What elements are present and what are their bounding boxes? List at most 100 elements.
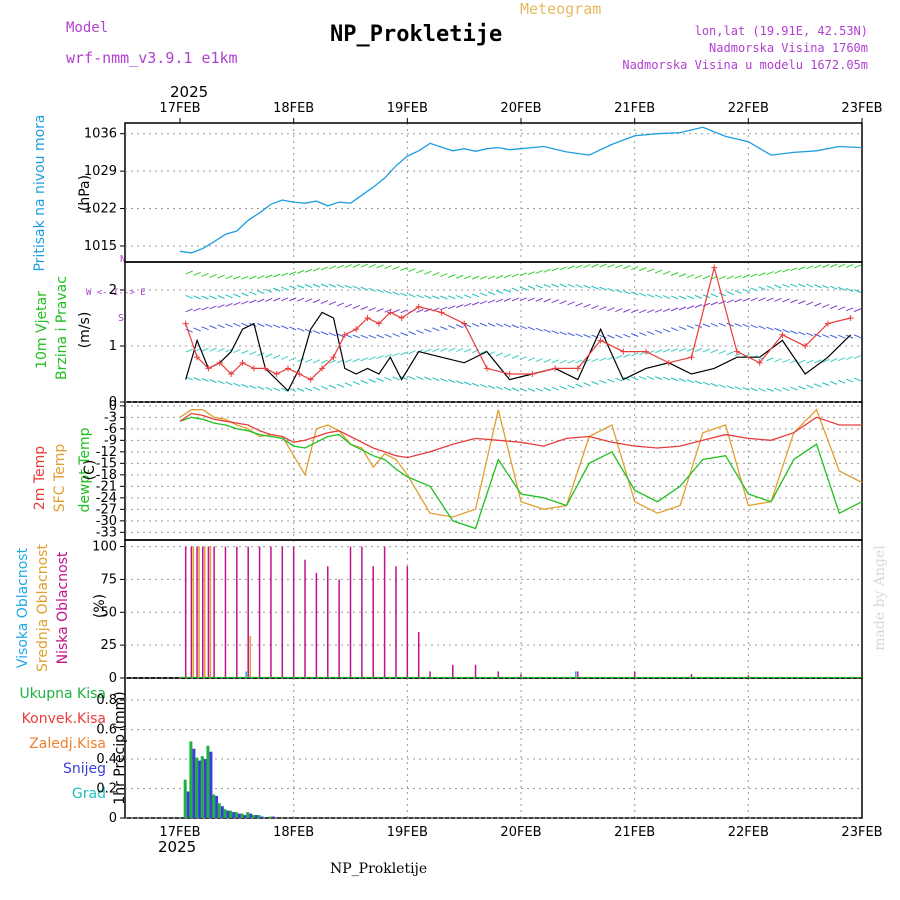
wind-arrow xyxy=(837,334,846,339)
wind-arrow xyxy=(265,386,273,391)
wind-arrow xyxy=(551,299,559,304)
total-precip-bar xyxy=(206,745,210,818)
snow-bar xyxy=(254,815,258,818)
wind-arrow xyxy=(265,323,273,328)
wind-arrow xyxy=(312,283,321,288)
wind-arrow xyxy=(583,334,591,338)
wind-arrow xyxy=(782,298,790,303)
wind-arrow xyxy=(479,350,488,355)
wind-arrow xyxy=(678,378,687,383)
wind-arrow xyxy=(814,333,822,338)
wind-arrow xyxy=(233,323,241,327)
wind-arrow xyxy=(646,268,655,273)
wind-arrow xyxy=(782,387,790,392)
wind-arrow xyxy=(209,273,217,278)
compass-widget: N xyxy=(116,255,130,265)
wind-arrow xyxy=(829,263,838,268)
wind-arrow xyxy=(654,294,663,299)
wind-arrow xyxy=(519,387,528,392)
y-tick-label: -18 xyxy=(96,468,117,483)
wind-arrow xyxy=(575,383,583,388)
date-tick-top: 23FEB xyxy=(841,101,882,116)
meteogram-label: Meteogram xyxy=(520,0,602,18)
wind-arrow xyxy=(646,375,655,380)
wind-arrow xyxy=(352,304,360,309)
y-tick-label: 1036 xyxy=(84,127,117,142)
wind-arrow xyxy=(623,308,631,313)
wind-arrow xyxy=(384,290,392,295)
wind-arrow xyxy=(845,287,854,292)
wind-arrow xyxy=(304,328,313,333)
wind-arrow xyxy=(782,329,790,333)
wind-arrow xyxy=(591,358,599,363)
snow-bar xyxy=(237,813,241,818)
wind-arrow xyxy=(424,348,432,353)
wind-arrow xyxy=(527,387,536,392)
wind-arrow xyxy=(209,347,217,352)
wind-arrow xyxy=(392,333,400,338)
wind-arrow xyxy=(798,266,806,271)
wind-arrow xyxy=(583,303,591,308)
wind-arrow xyxy=(798,283,806,288)
wind-arrow xyxy=(798,385,806,390)
wind-arrow xyxy=(654,269,663,274)
wind-arrow xyxy=(448,274,456,278)
wind-arrow xyxy=(217,347,225,352)
wind-arrow xyxy=(543,387,551,392)
y-tick-label: -24 xyxy=(96,491,117,506)
wind-arrow xyxy=(615,264,623,269)
wind-arrow xyxy=(822,382,830,387)
wind-arrow xyxy=(559,283,567,288)
wind-arrow xyxy=(376,288,384,293)
wind-arrow xyxy=(448,295,456,300)
wind-arrow xyxy=(686,274,695,279)
wind-arrow xyxy=(829,358,838,363)
wind-arrow xyxy=(249,275,257,280)
wind-arrow xyxy=(806,359,814,364)
wind-arrow xyxy=(543,328,551,333)
wind-arrow xyxy=(798,331,806,336)
total-precip-bar xyxy=(217,803,221,818)
wind-arrow xyxy=(241,383,249,388)
y-tick-label: 100 xyxy=(92,540,117,555)
y-tick-label: 0 xyxy=(109,395,117,410)
wind-arrow xyxy=(742,297,750,302)
wind-arrow xyxy=(790,299,798,304)
wind-arrow xyxy=(829,334,838,339)
wind-arrow xyxy=(495,290,504,294)
wind-arrow xyxy=(678,326,687,330)
wind-arrow xyxy=(790,386,798,391)
wind-arrow xyxy=(814,284,822,289)
y-tick-label: -12 xyxy=(96,445,117,460)
wind-arrow xyxy=(583,382,591,387)
wind-arrow xyxy=(623,265,631,270)
wind-arrow xyxy=(607,307,615,312)
wind-arrow xyxy=(567,359,575,364)
wind-arrow xyxy=(344,303,353,308)
date-tick-bottom: 20FEB xyxy=(500,825,541,840)
wind-arrow xyxy=(511,287,520,292)
wind-arrow xyxy=(758,297,766,302)
wind-arrow xyxy=(845,307,854,312)
compass-west: W xyxy=(86,288,92,298)
total-precip-bar xyxy=(240,813,244,818)
wind-arrow xyxy=(304,358,313,363)
wind-arrow xyxy=(702,275,711,280)
wind-arrow xyxy=(296,284,305,289)
wind-arrow xyxy=(766,285,774,290)
snow-bar xyxy=(220,806,224,818)
wind-arrow xyxy=(328,359,337,364)
wind-arrow xyxy=(471,382,480,387)
wind-arrow xyxy=(209,325,217,330)
wind-arrow xyxy=(265,274,273,279)
wind-arrow xyxy=(296,387,305,392)
wind-arrow xyxy=(479,300,488,305)
wind-arrow xyxy=(296,297,305,302)
wind-arrow xyxy=(432,377,440,382)
wind-arrow xyxy=(288,285,297,290)
wind-arrow xyxy=(503,274,512,279)
wind-arrow xyxy=(328,283,337,288)
wind-arrow xyxy=(487,291,496,296)
wind-arrow xyxy=(440,273,448,277)
date-tick-bottom: 18FEB xyxy=(273,825,314,840)
